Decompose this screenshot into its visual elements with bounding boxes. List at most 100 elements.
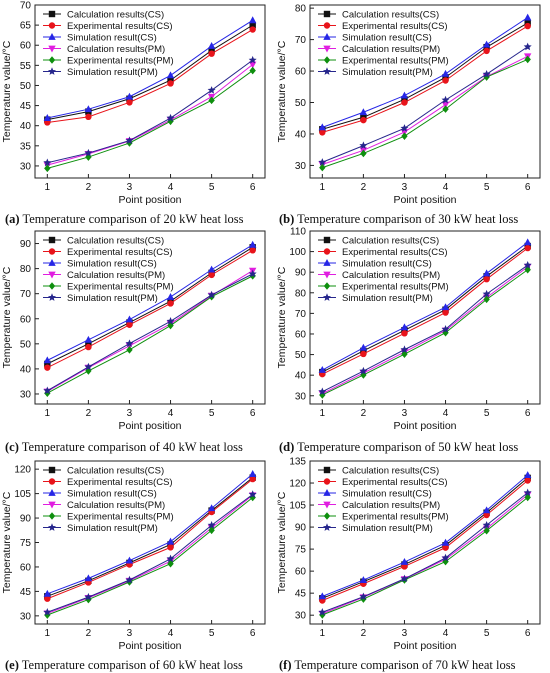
series-line bbox=[47, 273, 253, 392]
y-tick-label: 135 bbox=[289, 457, 306, 468]
y-tick-label: 60 bbox=[20, 41, 32, 52]
caption-letter: (d) bbox=[279, 440, 295, 454]
y-tick-label: 45 bbox=[20, 101, 32, 112]
series-line bbox=[322, 58, 528, 169]
caption-text: Temperature comparison of 60 kW heat los… bbox=[18, 658, 243, 672]
data-point bbox=[85, 113, 92, 121]
data-point bbox=[401, 99, 408, 106]
y-tick-label: 60 bbox=[20, 562, 32, 573]
data-point bbox=[524, 244, 531, 252]
legend-marker bbox=[323, 45, 331, 53]
legend-marker bbox=[48, 282, 56, 290]
data-point bbox=[482, 289, 491, 298]
data-point bbox=[167, 559, 174, 568]
caption-letter: (a) bbox=[5, 212, 20, 226]
data-point bbox=[360, 116, 367, 124]
data-point bbox=[318, 366, 327, 373]
x-tick-label: 1 bbox=[45, 182, 51, 193]
data-point bbox=[318, 158, 327, 166]
y-tick-label: 60 bbox=[295, 567, 307, 578]
legend-marker bbox=[323, 293, 331, 301]
legend-label: Calculation results(PM) bbox=[67, 44, 165, 55]
x-tick-label: 1 bbox=[45, 408, 51, 419]
data-point bbox=[85, 340, 92, 348]
y-tick-label: 35 bbox=[20, 141, 32, 152]
data-point bbox=[359, 141, 368, 149]
series-3 bbox=[43, 16, 257, 121]
series-6 bbox=[318, 260, 532, 396]
data-point bbox=[43, 386, 52, 395]
data-point bbox=[360, 350, 367, 358]
data-point bbox=[166, 317, 175, 325]
series-line bbox=[47, 494, 253, 614]
data-point bbox=[207, 504, 216, 512]
legend-label: Calculation results(CS) bbox=[67, 236, 164, 247]
x-tick-label: 3 bbox=[127, 628, 133, 639]
legend: Calculation results(CS)Experimental resu… bbox=[43, 10, 174, 78]
legend-label: Experimental results(CS) bbox=[342, 477, 448, 488]
y-axis-label: Temperature value/°C bbox=[1, 40, 13, 142]
x-axis-label: Point position bbox=[118, 420, 181, 431]
data-point bbox=[523, 13, 532, 21]
legend-label: Calculation results(CS) bbox=[342, 236, 439, 247]
x-tick-label: 2 bbox=[86, 182, 92, 193]
x-axis-label: Point position bbox=[118, 640, 181, 651]
data-point bbox=[167, 300, 174, 307]
data-point bbox=[84, 574, 93, 582]
legend-label: Experimental results(PM) bbox=[67, 282, 174, 293]
data-point bbox=[441, 303, 450, 311]
data-point bbox=[166, 71, 175, 79]
series-line bbox=[322, 492, 528, 613]
legend-marker bbox=[323, 10, 331, 18]
x-tick-label: 1 bbox=[320, 408, 326, 419]
data-point bbox=[523, 471, 532, 478]
x-tick-label: 1 bbox=[45, 628, 51, 639]
data-point bbox=[400, 323, 409, 331]
y-tick-label: 90 bbox=[20, 514, 32, 525]
y-tick-label: 50 bbox=[295, 98, 307, 109]
legend-marker bbox=[48, 236, 56, 244]
data-point bbox=[360, 149, 367, 158]
y-axis-label: Temperature value/°C bbox=[276, 266, 288, 368]
legend-label: Simulation result(CS) bbox=[342, 33, 432, 44]
x-axis-label: Point position bbox=[118, 194, 181, 205]
data-point bbox=[207, 265, 216, 273]
legend-marker bbox=[48, 523, 56, 531]
data-point bbox=[44, 164, 51, 173]
y-tick-label: 40 bbox=[295, 371, 307, 382]
legend-marker bbox=[323, 22, 331, 29]
series-6 bbox=[43, 490, 257, 616]
panel-caption: (f) Temperature comparison of 70 kW heat… bbox=[279, 658, 515, 673]
legend-marker bbox=[48, 10, 56, 18]
data-point bbox=[441, 325, 450, 333]
data-point bbox=[442, 77, 449, 84]
legend-marker bbox=[323, 271, 331, 279]
data-point bbox=[482, 506, 491, 514]
plot-frame bbox=[309, 460, 541, 625]
data-point bbox=[44, 389, 51, 398]
panel-caption: (d) Temperature comparison of 50 kW heat… bbox=[279, 440, 518, 455]
x-tick-label: 5 bbox=[484, 408, 490, 419]
series-3 bbox=[318, 13, 532, 131]
chart-panel-4: 30 40 50 60 70 80 90 100 110 1 2 3 4 5 6 Point position… bbox=[276, 227, 541, 431]
data-point bbox=[248, 16, 257, 24]
x-tick-label: 3 bbox=[127, 182, 133, 193]
data-point bbox=[400, 558, 409, 565]
x-tick-label: 3 bbox=[127, 408, 133, 419]
data-point bbox=[359, 366, 368, 375]
legend-marker bbox=[323, 282, 331, 290]
y-tick-label: 105 bbox=[289, 501, 306, 512]
legend-label: Calculation results(CS) bbox=[67, 466, 164, 477]
data-point bbox=[400, 345, 409, 354]
legend-marker bbox=[48, 56, 56, 64]
data-point bbox=[85, 343, 92, 351]
legend-label: Calculation results(PM) bbox=[67, 270, 165, 281]
data-point bbox=[166, 554, 175, 563]
x-tick-label: 6 bbox=[525, 408, 531, 419]
data-point bbox=[482, 520, 491, 529]
y-tick-label: 30 bbox=[20, 161, 32, 172]
data-point bbox=[441, 69, 450, 77]
y-tick-label: 50 bbox=[20, 339, 32, 350]
data-point bbox=[401, 132, 408, 140]
